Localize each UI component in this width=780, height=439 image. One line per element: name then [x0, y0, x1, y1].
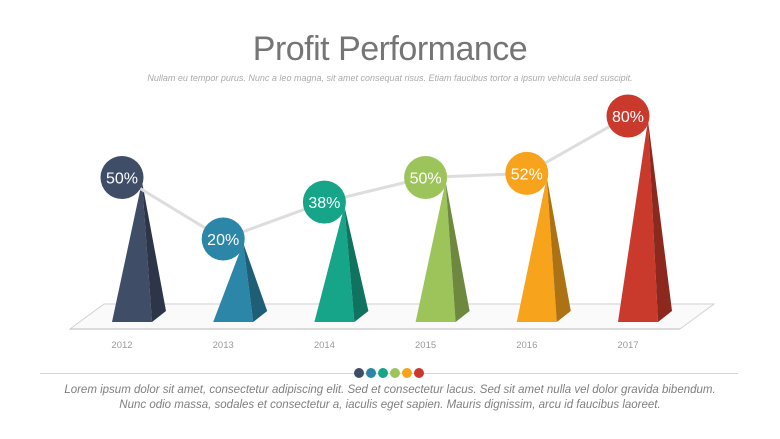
pyramid-side-2015	[445, 181, 470, 322]
pyramid-front-2014	[314, 206, 355, 322]
page-title: Profit Performance	[252, 30, 528, 68]
data-label: 20%	[207, 232, 239, 249]
footer-line-1: Lorem ipsum dolor sit amet, consectetur …	[64, 384, 716, 396]
data-label: 50%	[410, 171, 442, 188]
pyramid-side-2013	[243, 243, 268, 322]
page-subtitle: Nullam eu tempor purus. Nunc a leo magna…	[147, 73, 633, 83]
pyramid-front-2015	[415, 181, 456, 322]
value-bubble-2014	[302, 180, 346, 224]
pyramid-front-2012	[112, 181, 152, 322]
value-bubble-2017	[606, 94, 650, 138]
footer-text: Lorem ipsum dolor sit amet, consectetur …	[0, 383, 780, 413]
x-tick-label: 2015	[415, 340, 436, 351]
pyramid-side-2014	[344, 206, 369, 322]
pyramid-front-2016	[516, 177, 557, 322]
data-label: 52%	[511, 166, 543, 183]
pager-dot-1[interactable]	[354, 368, 364, 378]
pager-dot-5[interactable]	[402, 368, 412, 378]
x-tick-label: 2017	[617, 340, 638, 351]
value-bubble-2012	[100, 156, 144, 199]
pager-dot-4[interactable]	[390, 368, 400, 378]
pyramid-side-2012	[142, 181, 166, 322]
chart-floor	[68, 303, 716, 330]
pager-dot-3[interactable]	[378, 368, 388, 378]
pager-dot-2[interactable]	[366, 368, 376, 378]
data-label: 80%	[612, 109, 644, 126]
footer-divider	[40, 373, 738, 374]
pager-dot-6[interactable]	[414, 368, 424, 378]
x-tick-label: 2014	[314, 340, 335, 351]
value-bubble-2013	[201, 217, 245, 261]
pyramid-side-2016	[546, 177, 571, 322]
slide-pager-dots	[354, 368, 424, 378]
footer-line-2: Nunc odio massa, sodales et consectetur …	[119, 399, 661, 411]
data-label: 50%	[106, 171, 138, 188]
x-tick-label: 2013	[213, 340, 234, 351]
value-bubble-2016	[505, 151, 549, 195]
data-label: 38%	[308, 195, 340, 212]
pyramid-front-2017	[618, 120, 658, 322]
pyramid-front-2013	[213, 243, 254, 322]
x-tick-label: 2012	[111, 340, 132, 351]
x-tick-label: 2016	[516, 340, 537, 351]
value-bubble-2015	[404, 156, 448, 199]
pyramid-side-2017	[648, 120, 672, 322]
